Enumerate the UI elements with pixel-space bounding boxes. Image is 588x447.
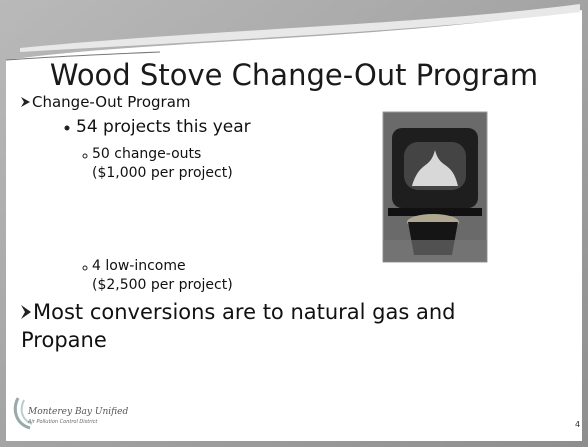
circle-bullet xyxy=(82,153,88,159)
bullet: 4 low-income ($2,500 per project) xyxy=(92,257,233,295)
arrow-bullet xyxy=(21,305,31,319)
dot-bullet xyxy=(64,125,70,131)
slide-title: Wood Stove Change-Out Program xyxy=(49,58,539,92)
logo-mark xyxy=(13,397,31,430)
arrow-bullet xyxy=(21,97,30,107)
logo-name: Monterey Bay Unified xyxy=(28,407,129,417)
swoosh xyxy=(20,4,580,52)
bullet-line: 4 low-income xyxy=(92,258,186,274)
circle-bullet xyxy=(82,265,88,271)
bullet: Most conversions are to natural gas and … xyxy=(21,298,456,354)
bullet: 50 change-outs ($1,000 per project) xyxy=(92,145,233,183)
bullet-line: 50 change-outs xyxy=(92,146,202,162)
logo-subtitle: Air Pollution Control District xyxy=(28,419,98,425)
swoosh-line xyxy=(5,51,161,61)
bullet-line: ($1,000 per project) xyxy=(92,165,233,181)
page-number: 4 xyxy=(575,420,581,429)
bullet-line: ($2,500 per project) xyxy=(92,277,233,293)
bullet: 54 projects this year xyxy=(76,117,251,137)
bullet-line: Most conversions are to natural gas and xyxy=(33,300,456,324)
bullet-line: Propane xyxy=(21,328,107,352)
bullet: Change-Out Program xyxy=(32,93,191,111)
stove-photo xyxy=(382,111,488,263)
logo-mark xyxy=(20,399,33,425)
